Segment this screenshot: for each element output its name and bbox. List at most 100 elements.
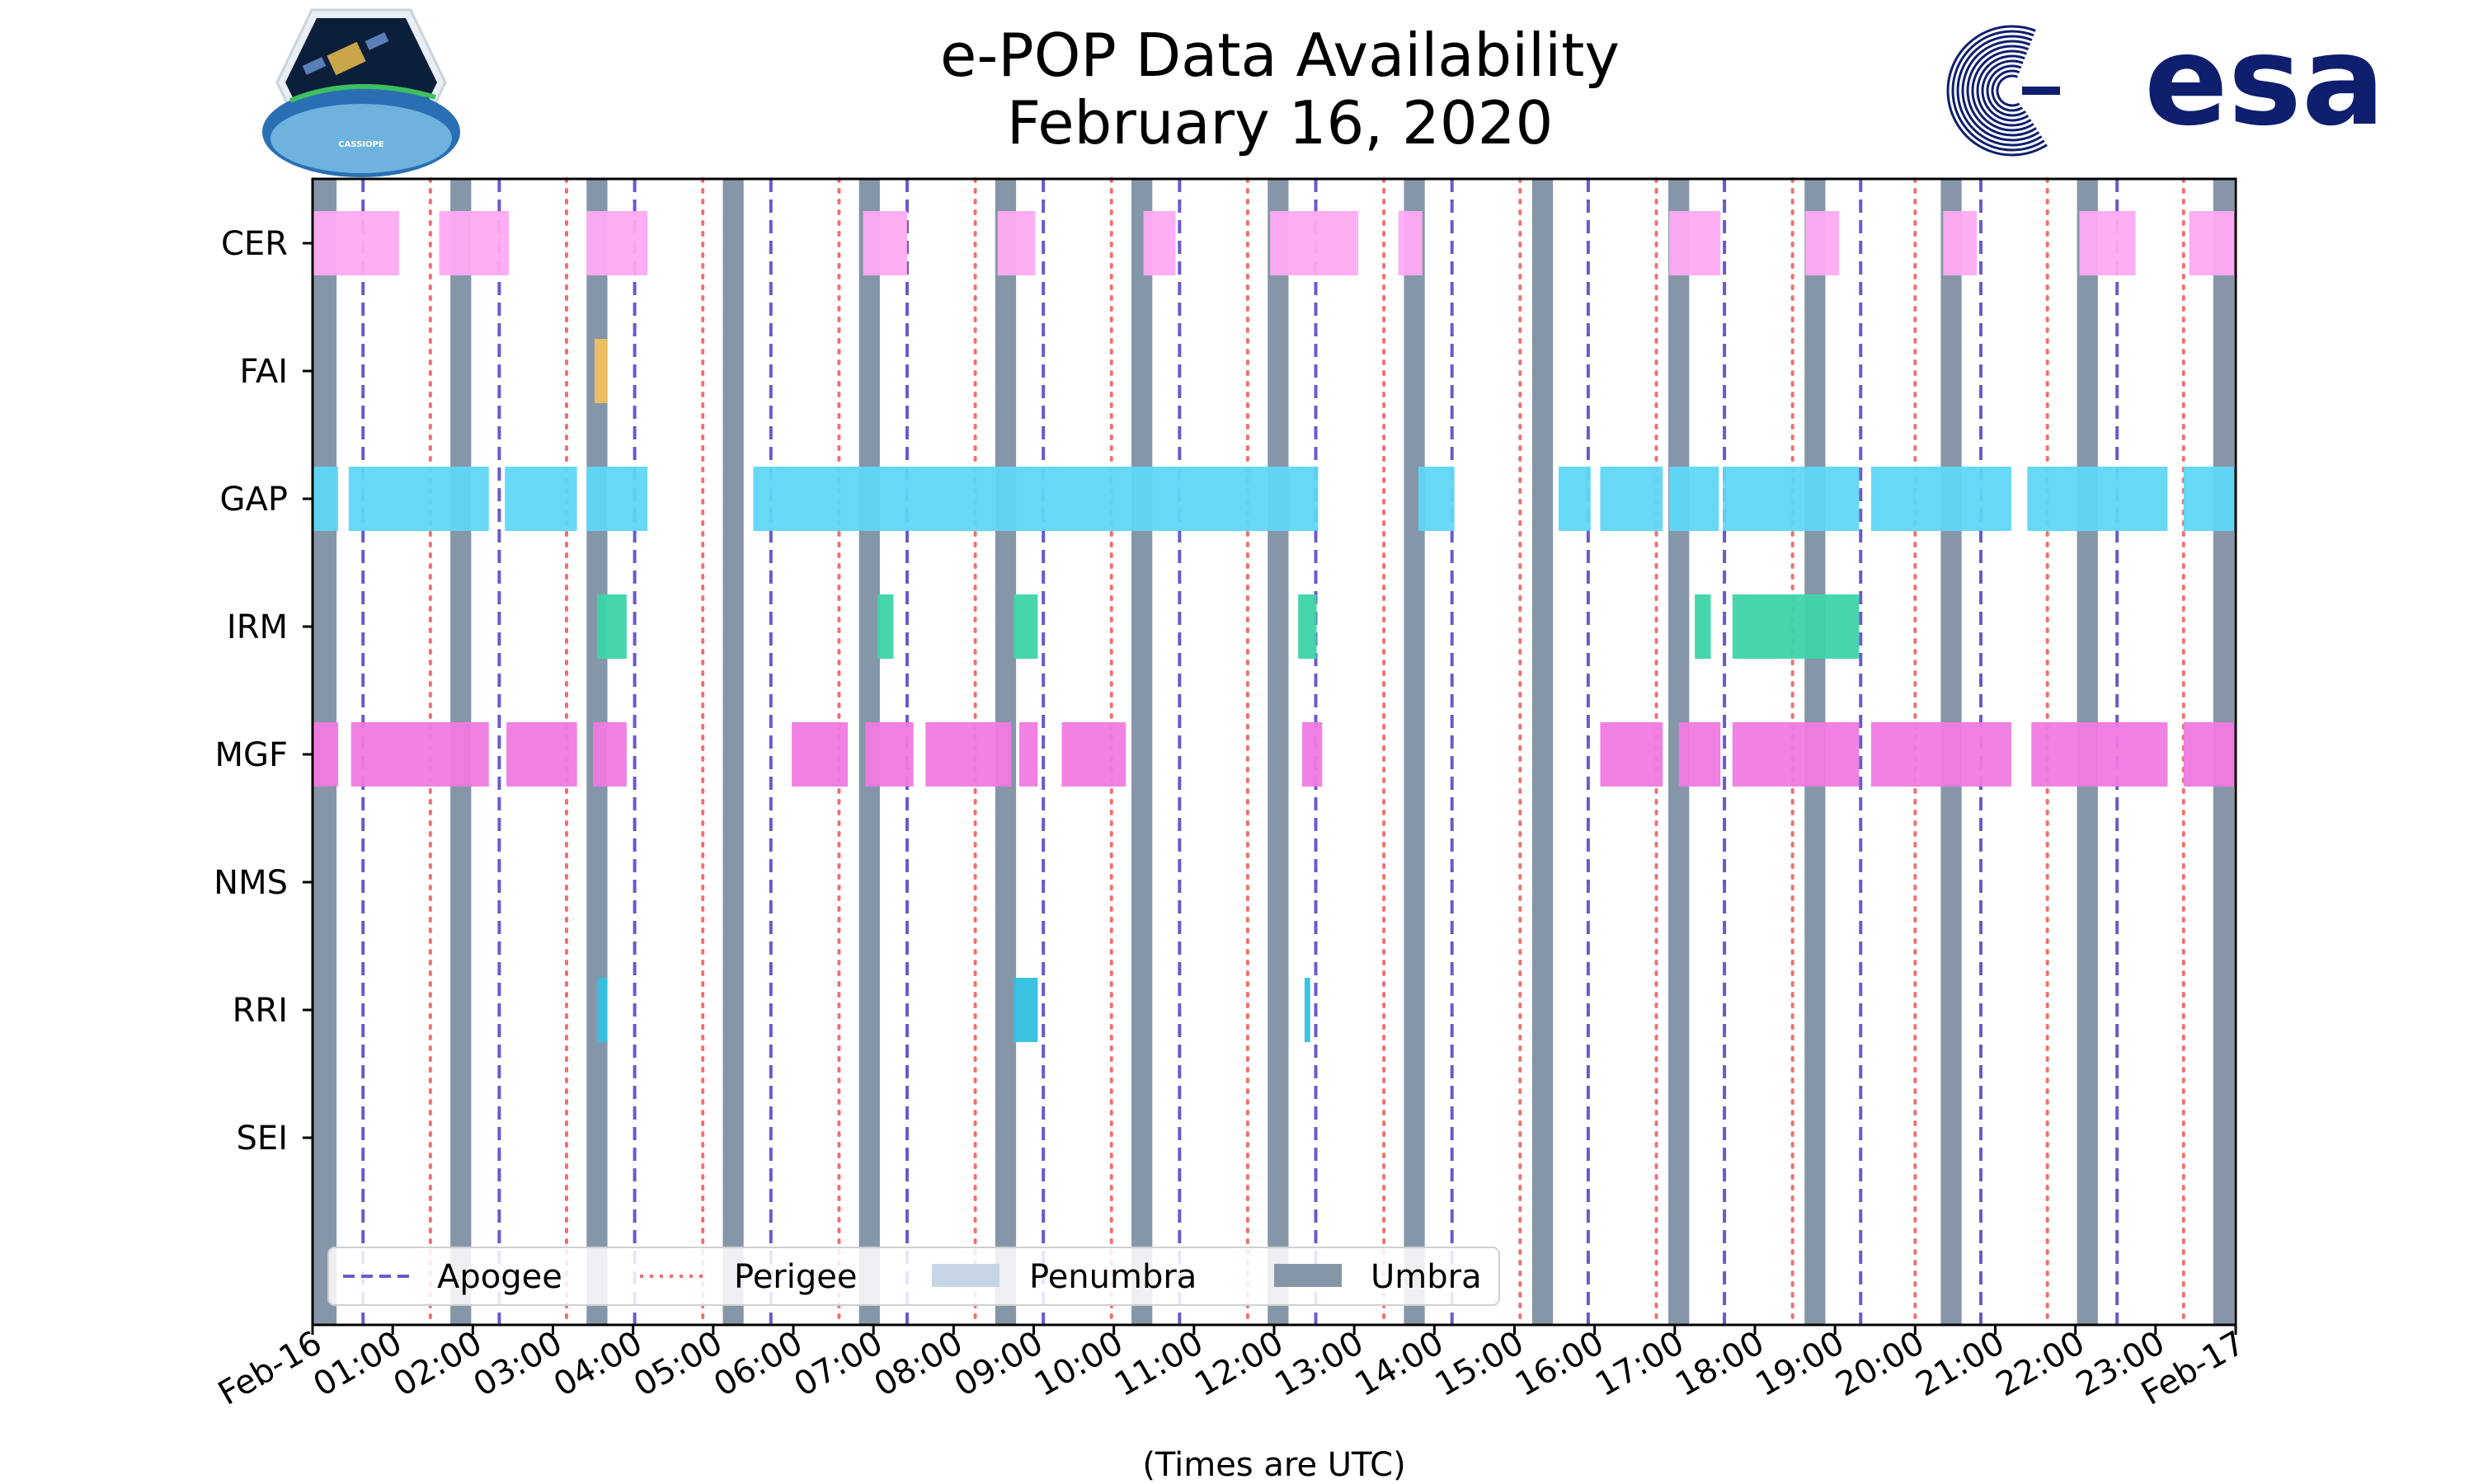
bar-mgf-15 (2183, 722, 2236, 787)
bar-cer-3 (863, 211, 907, 275)
umbra-band-9 (1531, 179, 1554, 1325)
xtick-label-22: 22:00 (1990, 1324, 2091, 1404)
bar-irm-5 (1732, 594, 1860, 659)
bar-mgf-7 (1019, 722, 1038, 787)
esa-swirl-arc-3 (1961, 40, 2040, 142)
ytick-label-irm: IRM (227, 608, 288, 646)
bar-mgf-14 (2031, 722, 2168, 787)
bar-gap-0 (313, 467, 339, 531)
ytick-label-cer: CER (221, 225, 288, 263)
bar-mgf-3 (593, 722, 627, 787)
bar-cer-5 (1143, 211, 1176, 275)
legend: Apogee Perigee Penumbra Umbra (327, 1247, 1500, 1306)
xtick-label-21: 21:00 (1910, 1324, 2011, 1404)
bar-cer-10 (1943, 211, 1978, 275)
bar-cer-2 (586, 211, 648, 275)
xtick-label-19: 19:00 (1749, 1324, 1851, 1404)
bar-irm-1 (877, 594, 894, 659)
xtick-label-2: 02:00 (387, 1324, 488, 1404)
bar-gap-5 (1418, 467, 1455, 531)
bar-gap-1 (348, 467, 489, 531)
xtick-label-4: 04:00 (548, 1324, 649, 1404)
bar-gap-3 (586, 467, 648, 531)
xtick-label-5: 05:00 (628, 1324, 729, 1404)
bar-cer-12 (2189, 211, 2236, 275)
bar-gap-10 (1870, 467, 2011, 531)
bar-irm-3 (1298, 594, 1317, 659)
bar-cer-4 (997, 211, 1036, 275)
bar-mgf-12 (1732, 722, 1860, 787)
esa-swirl-arc-10 (1996, 74, 2021, 107)
bar-mgf-8 (1061, 722, 1126, 787)
xtick-label-1: 01:00 (307, 1324, 408, 1404)
chart-subtitle: February 16, 2020 (1007, 88, 1554, 157)
ytick-label-fai: FAI (240, 353, 289, 391)
legend-perigee-label: Perigee (734, 1258, 857, 1296)
esa-swirl-arc-4 (1966, 45, 2037, 137)
xtick-label-8: 08:00 (868, 1324, 969, 1404)
esa-logo: esa (1946, 10, 2385, 157)
xtick-label-10: 10:00 (1028, 1324, 1130, 1404)
bar-irm-4 (1695, 594, 1711, 659)
bar-cer-8 (1669, 211, 1721, 275)
esa-swirl-arc-8 (1986, 64, 2027, 117)
bar-irm-2 (1014, 594, 1038, 659)
ytick-label-gap: GAP (220, 481, 288, 519)
esa-swirl-arc-1 (1951, 30, 2045, 152)
xtick-label-13: 13:00 (1268, 1324, 1370, 1404)
bar-gap-2 (505, 467, 577, 531)
legend-apogee-label: Apogee (437, 1258, 562, 1296)
bar-gap-8 (1669, 467, 1719, 531)
bar-cer-9 (1805, 211, 1840, 275)
esa-swirl-arc-7 (1981, 59, 2030, 122)
umbra-band-7 (1268, 179, 1289, 1325)
bar-fai-0 (595, 339, 608, 403)
bar-gap-6 (1558, 467, 1591, 531)
bar-mgf-4 (792, 722, 849, 787)
legend-penumbra-marker (932, 1264, 999, 1287)
xtick-label-15: 15:00 (1429, 1324, 1531, 1404)
legend-box (327, 1247, 1500, 1306)
xtick-label-14: 14:00 (1348, 1324, 1450, 1404)
bar-mgf-2 (506, 722, 577, 787)
bar-cer-1 (439, 211, 510, 275)
bar-gap-4 (753, 467, 1319, 531)
bar-mgf-11 (1678, 722, 1721, 787)
xtick-label-16: 16:00 (1509, 1324, 1611, 1404)
bar-gap-9 (1723, 467, 1860, 531)
esa-swirl-arc-9 (1991, 69, 2024, 112)
bar-rri-0 (596, 978, 608, 1042)
ytick-label-sei: SEI (237, 1120, 288, 1158)
bar-gap-12 (2183, 467, 2236, 531)
x-axis-label: (Times are UTC) (1142, 1446, 1405, 1484)
xtick-label-6: 06:00 (708, 1324, 809, 1404)
xtick-label-20: 20:00 (1829, 1324, 1931, 1404)
umbra-band-6 (1131, 179, 1153, 1325)
bar-cer-0 (313, 211, 399, 275)
esa-swirl-arc-5 (1971, 49, 2034, 132)
bar-mgf-13 (1870, 722, 2011, 787)
bar-mgf-5 (865, 722, 914, 787)
bar-mgf-0 (313, 722, 339, 787)
ytick-label-rri: RRI (233, 992, 288, 1030)
bar-cer-11 (2079, 211, 2136, 275)
xtick-label-17: 17:00 (1589, 1324, 1691, 1404)
xtick-label-18: 18:00 (1669, 1324, 1771, 1404)
esa-logo-text: esa (2144, 10, 2385, 153)
umbra-band-8 (1404, 179, 1425, 1325)
bar-rri-1 (1014, 978, 1038, 1042)
bar-mgf-10 (1600, 722, 1663, 787)
umbra-band-3 (722, 179, 744, 1325)
ytick-label-nms: NMS (214, 864, 288, 902)
cassiope-logo: CASSIOPE (262, 8, 460, 177)
bar-irm-0 (596, 594, 627, 659)
bar-cer-7 (1398, 211, 1423, 275)
xtick-label-11: 11:00 (1108, 1324, 1210, 1404)
bar-cer-6 (1270, 211, 1359, 275)
ytick-label-mgf: MGF (214, 736, 288, 774)
cassiope-logo-text: CASSIOPE (338, 140, 384, 149)
esa-swirl-arc-2 (1956, 35, 2043, 147)
bar-gap-11 (2027, 467, 2168, 531)
